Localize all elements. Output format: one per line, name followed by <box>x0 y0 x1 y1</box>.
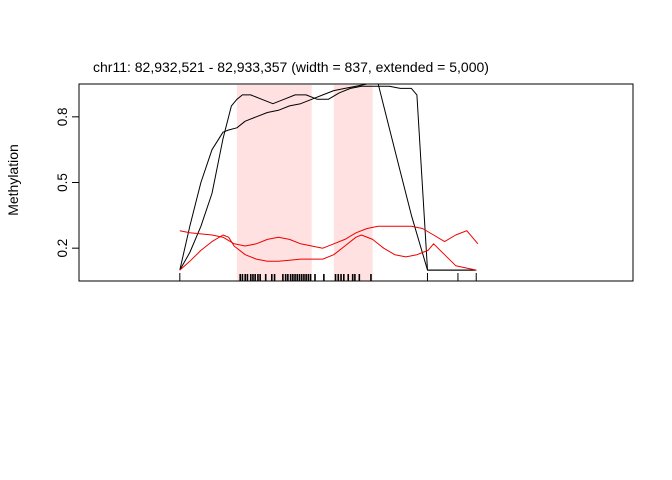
y-tick-label-2: 0.5 <box>55 173 70 192</box>
highlight-region-2 <box>333 85 373 281</box>
series-line-4 <box>179 234 477 271</box>
series-line-3 <box>179 225 479 249</box>
chart-title: chr11: 82,932,521 - 82,933,357 (width = … <box>93 59 489 75</box>
series-line-1 <box>179 85 477 271</box>
y-tick-label-1: 0.2 <box>55 239 70 258</box>
series-lines <box>179 83 479 271</box>
y-axis: 0.2 0.5 0.8 <box>55 107 80 258</box>
highlight-region-1 <box>236 85 312 281</box>
y-tick-label-3: 0.8 <box>55 107 70 126</box>
highlight-regions <box>236 85 373 281</box>
y-axis-label: Methylation <box>5 144 21 216</box>
series-line-2 <box>179 83 477 271</box>
cpg-site-ticks <box>179 273 477 281</box>
